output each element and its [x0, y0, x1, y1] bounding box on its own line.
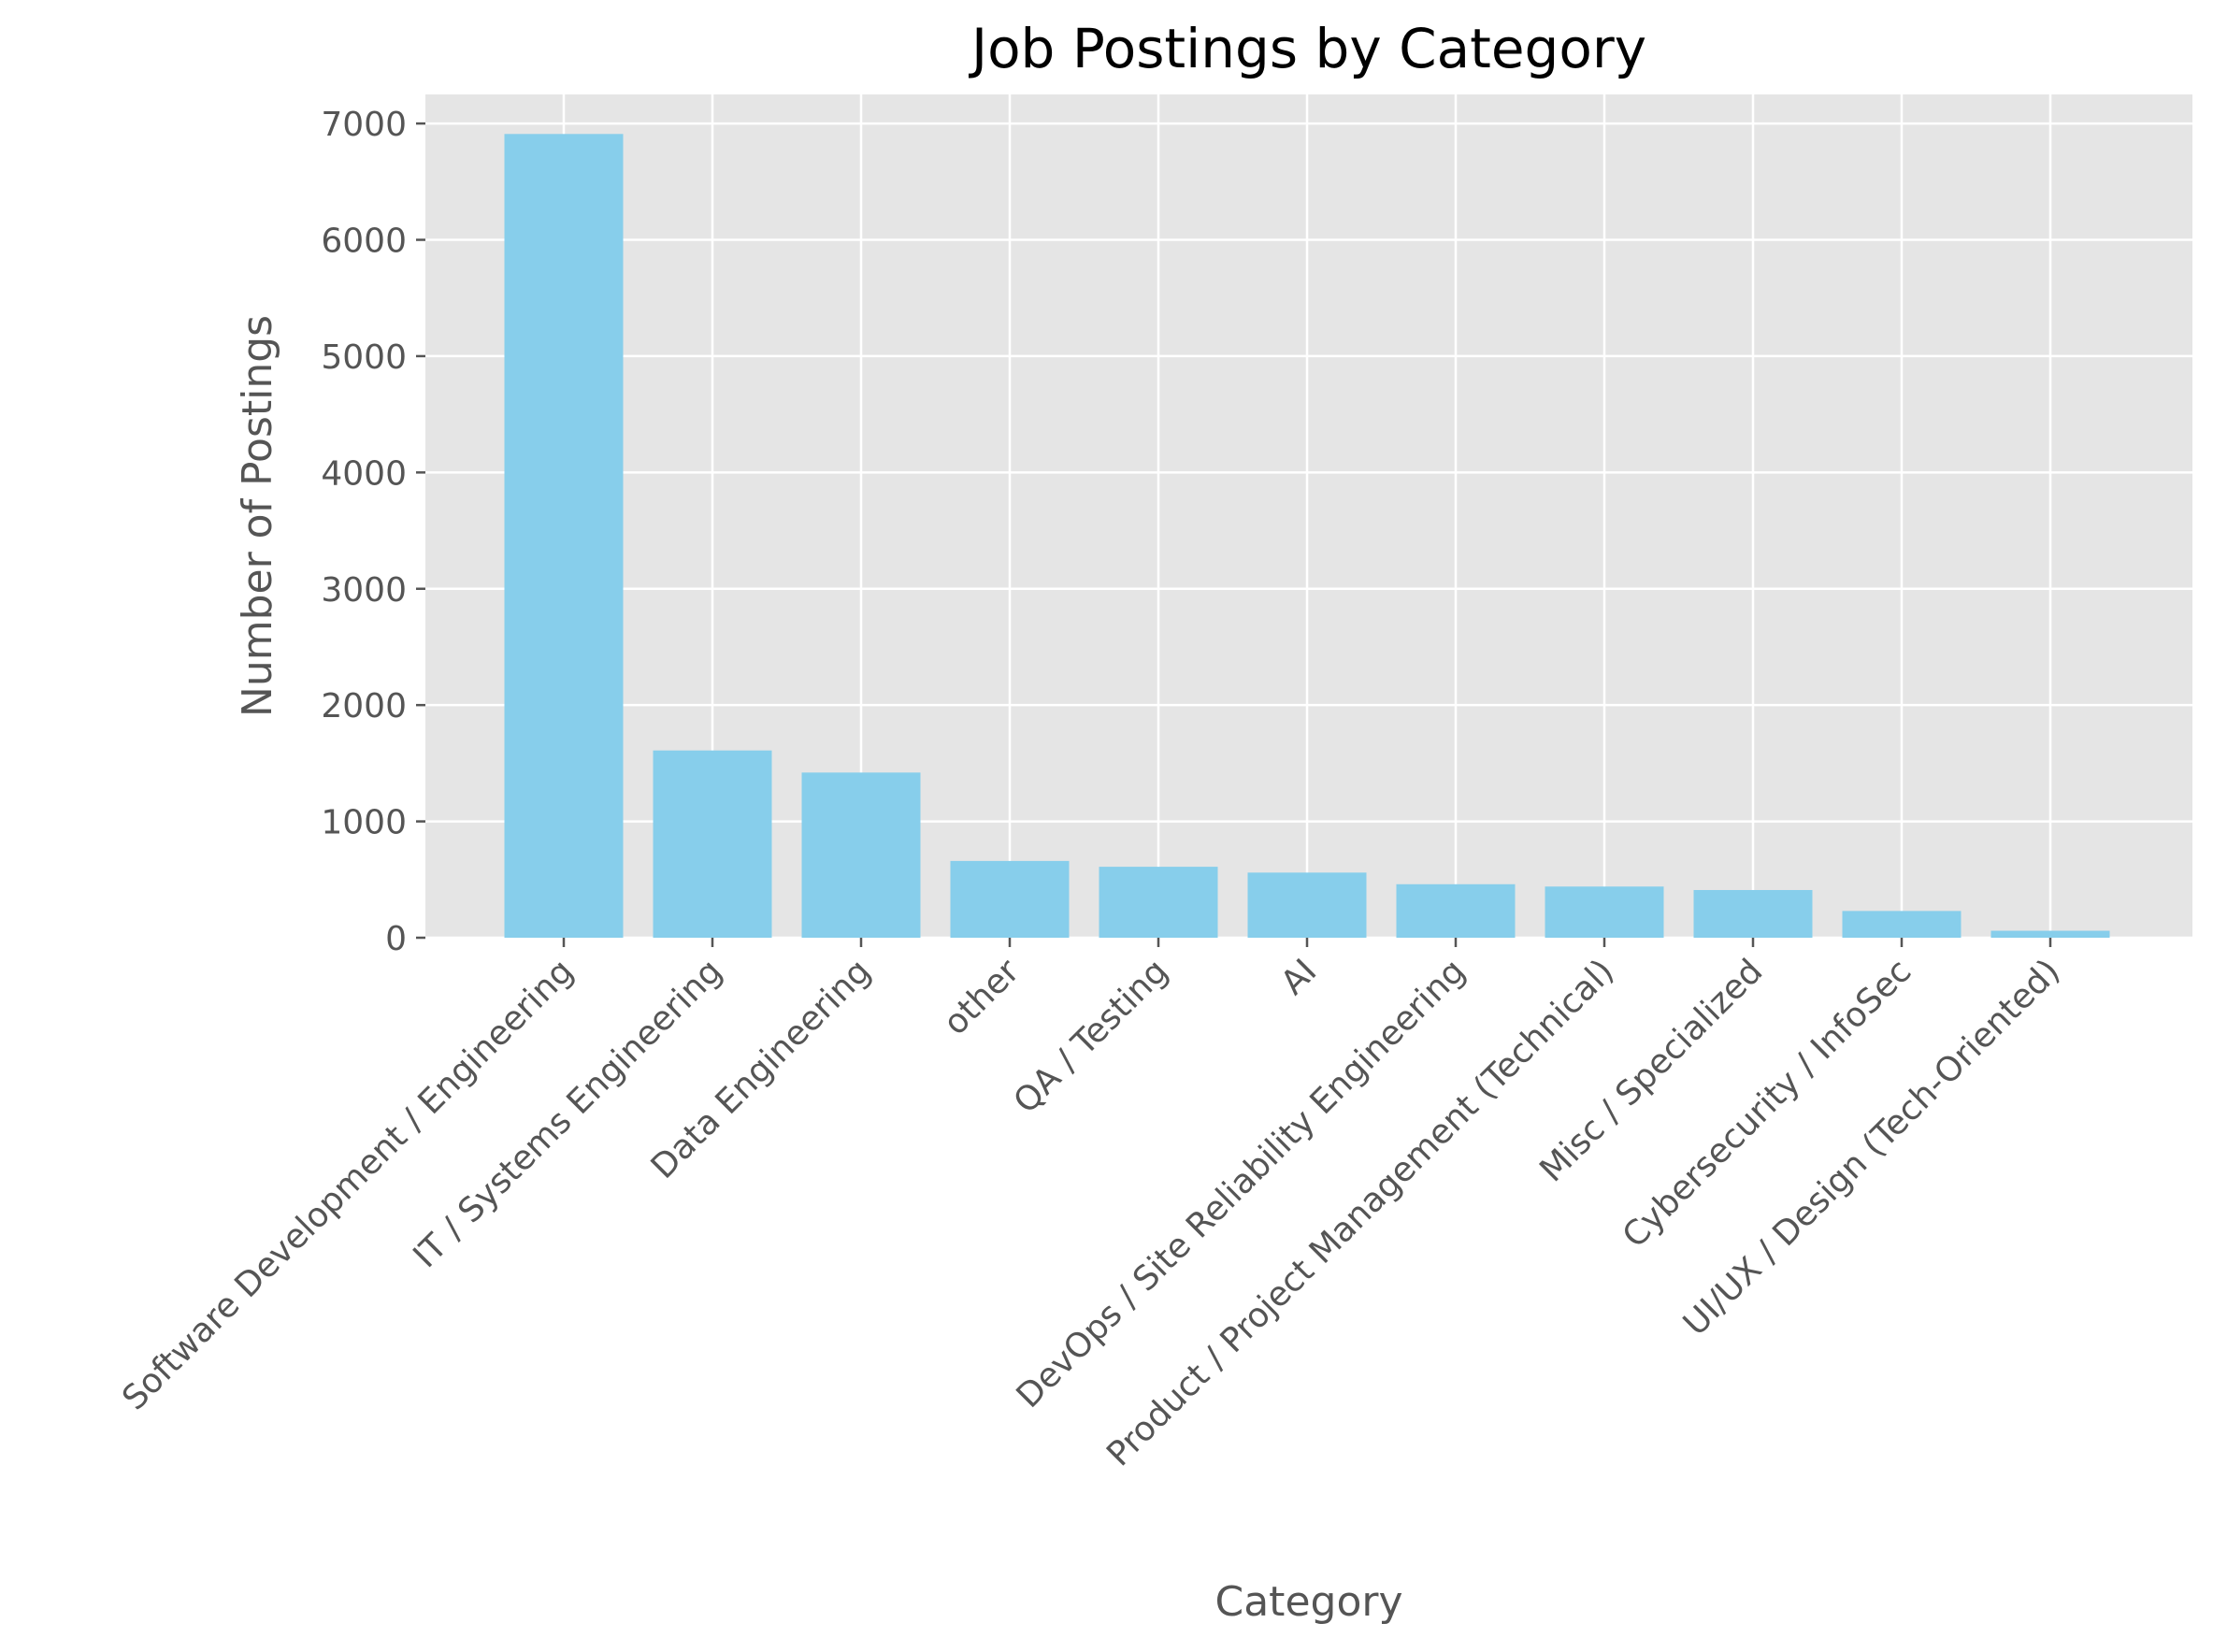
y-axis-ticks: 0 1000 2000 3000 4000 5000 6000 7000: [321, 106, 425, 958]
bar: [1099, 867, 1218, 938]
bar: [1396, 883, 1516, 938]
bar: [504, 134, 624, 939]
x-tick-label: QA / Testing: [1007, 952, 1176, 1121]
y-tick-label: 7000: [321, 106, 407, 144]
chart-title: Job Postings by Category: [969, 17, 1646, 80]
bar: [1990, 930, 2110, 938]
bar: [1247, 872, 1367, 938]
x-axis-label: Category: [1215, 1578, 1403, 1626]
bar: [801, 772, 921, 938]
y-tick-label: 1000: [321, 804, 407, 842]
x-tick-label: IT / Systems Engineering: [407, 952, 730, 1275]
bar: [950, 860, 1070, 938]
x-tick-label: Cybersecurity / InfoSec: [1616, 952, 1919, 1256]
x-tick-label: AI: [1273, 952, 1324, 1002]
bar: [1693, 889, 1813, 938]
bar: [653, 750, 772, 938]
bars: [504, 134, 2110, 939]
y-tick-label: 3000: [321, 571, 407, 610]
y-tick-label: 5000: [321, 338, 407, 377]
y-tick-label: 6000: [321, 223, 407, 261]
y-axis-label: Number of Postings: [234, 315, 281, 717]
y-tick-label: 0: [385, 920, 407, 958]
bar: [1545, 886, 1664, 938]
y-tick-label: 4000: [321, 454, 407, 493]
x-tick-label: other: [937, 952, 1027, 1042]
bar: [1842, 911, 1962, 938]
x-tick-label: Product / Project Management (Technical): [1099, 952, 1621, 1473]
y-tick-label: 2000: [321, 687, 407, 725]
